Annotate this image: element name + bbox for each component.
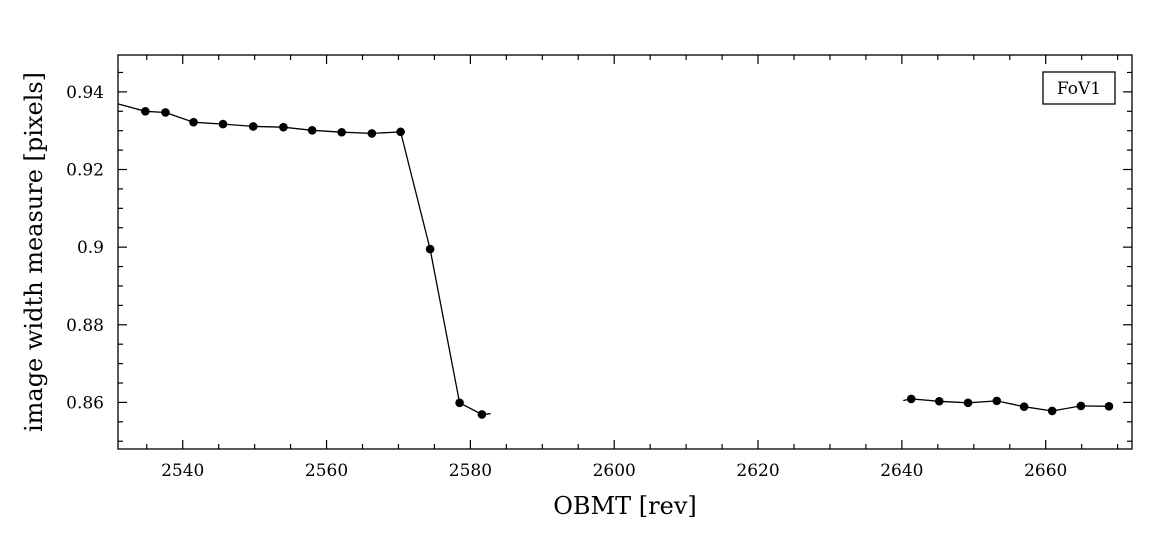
x-tick-label: 2620: [736, 461, 779, 481]
data-point: [455, 398, 464, 408]
y-tick-label: 0.86: [66, 393, 104, 413]
y-tick-labels: 0.86 0.88 0.9 0.92 0.94: [66, 83, 104, 414]
data-point: [307, 126, 317, 135]
axis-ticks: [118, 55, 1132, 449]
x-tick-label: 2540: [161, 461, 204, 481]
y-tick-label: 0.94: [66, 83, 104, 103]
series-line: [117, 103, 491, 416]
x-tick-label: 2600: [593, 461, 636, 481]
x-tick-label: 2580: [449, 461, 492, 481]
data-point: [396, 127, 405, 137]
data-point: [248, 122, 258, 131]
data-point: [141, 106, 150, 116]
data-point: [1104, 402, 1114, 411]
plot-frame: [117, 54, 1133, 450]
data-point: [218, 119, 228, 129]
y-tick-label: 0.92: [66, 161, 104, 181]
data-point: [189, 117, 198, 127]
y-axis-title: image width measure [pixels]: [20, 72, 48, 432]
x-tick-label: 2660: [1024, 461, 1067, 481]
legend-box: [1042, 71, 1116, 105]
data-point: [992, 396, 1002, 406]
data-point: [337, 127, 346, 137]
data-point: [934, 396, 944, 406]
data-point: [963, 398, 973, 408]
data-point: [161, 108, 170, 117]
y-tick-label: 0.9: [77, 238, 104, 258]
legend: FoV1: [1042, 71, 1116, 105]
data-point: [367, 129, 377, 138]
data-point: [1076, 401, 1086, 411]
data-point: [1019, 402, 1029, 411]
x-tick-label: 2640: [880, 461, 923, 481]
legend-label: FoV1: [1057, 79, 1101, 99]
data-series: [117, 103, 1114, 419]
x-axis-title: OBMT [rev]: [553, 492, 696, 520]
data-point: [477, 410, 487, 419]
data-point: [425, 244, 435, 254]
x-tick-label: 2560: [305, 461, 348, 481]
y-tick-label: 0.88: [66, 316, 104, 336]
data-point: [906, 394, 916, 404]
data-point: [279, 122, 288, 132]
data-point: [1047, 406, 1057, 416]
x-tick-labels: 2540 2560 2580 2600 2620 2640 2660: [161, 461, 1067, 481]
